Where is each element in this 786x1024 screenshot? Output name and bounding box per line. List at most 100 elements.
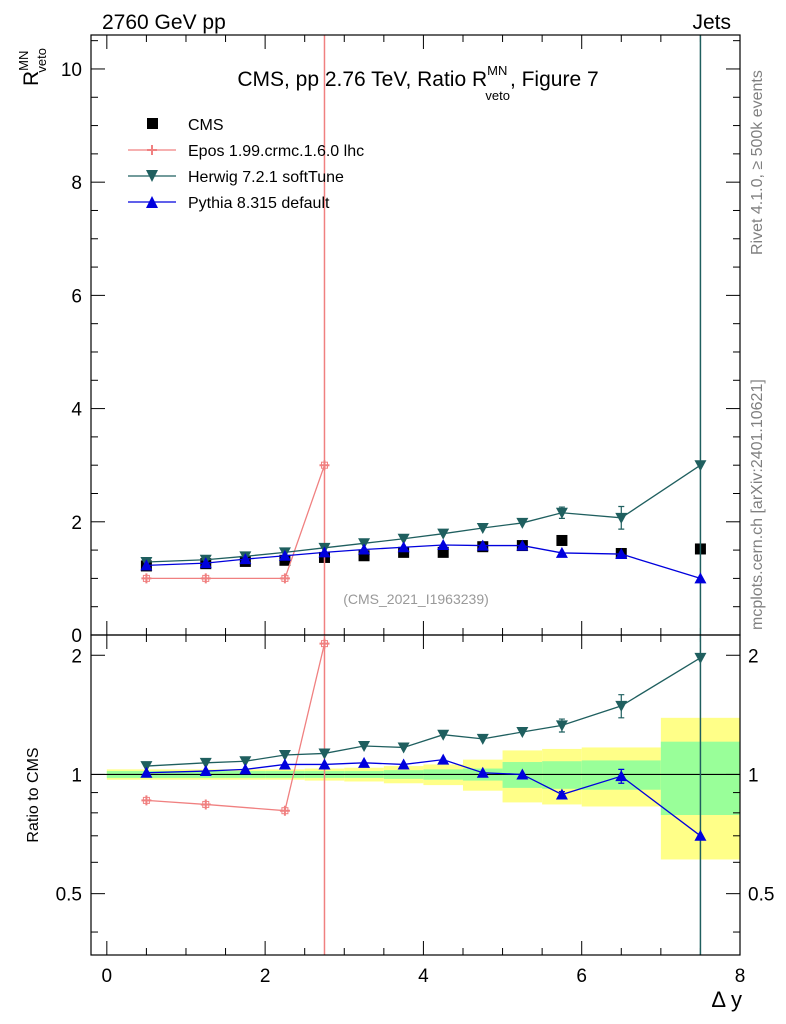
top-pythia-point-3 bbox=[278, 549, 291, 561]
top-ylabel-sub: veto bbox=[34, 48, 49, 73]
top-ytick-label-5: 10 bbox=[61, 60, 82, 81]
category-label: Jets bbox=[692, 11, 731, 34]
rivet-label: Rivet 4.1.0, ≥ 500k events bbox=[749, 70, 766, 255]
top-pythia-point-0 bbox=[140, 559, 153, 571]
legend-entry-epos: Epos 1.99.crmc.1.6.0 lhc bbox=[128, 143, 364, 160]
top-herwig-point-8 bbox=[476, 523, 489, 535]
legend-label-epos: Epos 1.99.crmc.1.6.0 lhc bbox=[188, 143, 364, 160]
ratio-epos-point-3-box bbox=[320, 640, 328, 648]
ratio-pythia-point-3 bbox=[278, 758, 291, 770]
ratio-herwig-point-3 bbox=[278, 749, 291, 761]
ratio-pythia-point-9 bbox=[516, 768, 529, 780]
top-epos-point-3-box bbox=[320, 461, 328, 469]
x-tick-label-2: 4 bbox=[418, 966, 429, 987]
top-cms-point-5 bbox=[358, 550, 370, 562]
top-epos-point-0-box bbox=[142, 574, 150, 582]
top-pythia-point-8 bbox=[476, 539, 489, 551]
ratio-pythia-point-10 bbox=[555, 788, 568, 800]
top-axis-ticks: 0 2 4 6 8 10 bbox=[61, 35, 741, 647]
top-herwig-point-10 bbox=[555, 507, 568, 519]
ratio-pythia-point-8 bbox=[476, 766, 489, 778]
legend-entry-pythia: Pythia 8.315 default bbox=[128, 195, 330, 212]
ratio-herwig-point-5 bbox=[358, 740, 371, 752]
ratio-epos-point-0-box bbox=[142, 796, 150, 804]
top-pythia-point-4 bbox=[318, 546, 331, 558]
legend-label-pythia: Pythia 8.315 default bbox=[188, 195, 330, 212]
x-axis-label: Δ y bbox=[711, 987, 742, 1012]
x-tick-label-0: 0 bbox=[102, 966, 113, 987]
top-pythia-point-7 bbox=[437, 539, 450, 550]
ratio-pythia-point-2 bbox=[239, 763, 252, 775]
ratio-pythia-point-6 bbox=[397, 758, 410, 770]
ratio-ylabel: Ratio to CMS bbox=[25, 747, 42, 842]
top-cms-point-10 bbox=[556, 534, 568, 546]
top-ytick-label-4: 8 bbox=[71, 173, 82, 194]
top-ylabel-main: R bbox=[20, 71, 43, 86]
ratio-ytick-label-left-0: 0.5 bbox=[56, 885, 82, 906]
top-epos-point-1-box bbox=[202, 574, 210, 582]
ratio-epos-line bbox=[146, 643, 326, 812]
ratio-epos-point-2-box bbox=[281, 807, 289, 815]
ratio-pythia-point-11 bbox=[615, 770, 628, 782]
top-pythia-point-11 bbox=[615, 548, 628, 560]
top-title-tail: , Figure 7 bbox=[510, 68, 599, 91]
top-herwig-point-9 bbox=[516, 517, 529, 529]
top-cms-point-7 bbox=[437, 546, 449, 558]
top-pythia-point-9 bbox=[516, 539, 529, 551]
top-title-sup: MN bbox=[487, 63, 507, 78]
top-herwig-point-12 bbox=[694, 460, 707, 472]
ratio-herwig-point-4 bbox=[318, 748, 331, 760]
legend-marker-epos bbox=[147, 145, 157, 155]
top-herwig-point-6 bbox=[397, 533, 410, 545]
top-pythia-point-2 bbox=[239, 553, 252, 565]
ratio-pythia-point-0 bbox=[140, 766, 153, 778]
ratio-pythia-point-4 bbox=[318, 758, 331, 770]
ratio-ytick-label-right-1: 1 bbox=[748, 765, 759, 786]
ratio-herwig-point-6 bbox=[397, 742, 410, 754]
legend-entry-herwig: Herwig 7.2.1 softTune bbox=[128, 169, 344, 186]
legend-marker-pythia bbox=[146, 196, 158, 208]
ratio-pythia-point-12 bbox=[694, 829, 707, 841]
top-ytick-label-0: 0 bbox=[71, 626, 82, 647]
top-pythia-point-10 bbox=[555, 546, 568, 558]
ratio-herwig-point-10 bbox=[555, 720, 568, 732]
ratio-ytick-label-left-1: 1 bbox=[71, 765, 82, 786]
ratio-herwig-point-11 bbox=[615, 700, 628, 712]
ratio-ytick-label-right-2: 2 bbox=[748, 646, 759, 667]
legend-label-cms: CMS bbox=[188, 117, 224, 134]
ratio-series-group bbox=[140, 635, 707, 955]
top-pythia-point-5 bbox=[358, 543, 371, 555]
top-herwig-point-7 bbox=[437, 528, 450, 540]
top-series-group bbox=[140, 35, 707, 635]
legend-marker-cms bbox=[147, 118, 158, 129]
top-title-sub: veto bbox=[485, 88, 510, 103]
x-tick-label-1: 2 bbox=[260, 966, 271, 987]
legend-marker-herwig bbox=[146, 170, 158, 182]
top-ylabel-sup: MN bbox=[16, 51, 31, 71]
ratio-ytick-label-right-0: 0.5 bbox=[748, 885, 774, 906]
ratio-pythia-point-5 bbox=[358, 756, 371, 768]
top-pythia-point-12 bbox=[694, 572, 707, 584]
ratio-herwig-point-8 bbox=[476, 733, 489, 745]
legend: CMS Epos 1.99.crmc.1.6.0 lhc Herwig 7.2.… bbox=[128, 117, 364, 212]
ratio-epos-point-1-box bbox=[202, 800, 210, 808]
top-epos-point-2-box bbox=[281, 574, 289, 582]
ratio-herwig-point-7 bbox=[437, 729, 450, 741]
x-tick-label-3: 6 bbox=[576, 966, 587, 987]
ratio-herwig-point-1 bbox=[199, 757, 212, 769]
site-label: mcplots.cern.ch [arXiv:2401.10621] bbox=[749, 379, 766, 630]
ratio-herwig-point-12 bbox=[694, 652, 707, 664]
top-ytick-label-2: 4 bbox=[71, 400, 82, 421]
top-title-main: CMS, pp 2.76 TeV, Ratio R bbox=[237, 68, 487, 91]
top-cms-point-6 bbox=[398, 546, 410, 558]
top-herwig-point-11 bbox=[615, 512, 628, 524]
top-ylabel: RMN veto bbox=[16, 48, 49, 86]
ratio-pythia-point-7 bbox=[437, 753, 450, 765]
energy-label: 2760 GeV pp bbox=[102, 11, 226, 34]
ratio-pythia-point-1 bbox=[199, 765, 212, 777]
legend-entry-cms: CMS bbox=[147, 117, 224, 134]
x-tick-label-4: 8 bbox=[735, 966, 746, 987]
ratio-panel-frame bbox=[90, 634, 741, 956]
ratio-axis-ticks: 0.5 0.5 1 1 2 2 0 2 4 6 8 bbox=[56, 635, 774, 987]
